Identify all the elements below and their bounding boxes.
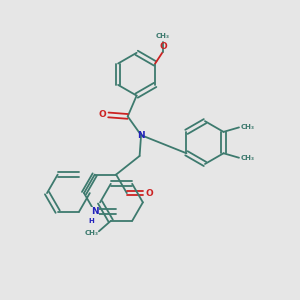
Text: O: O [145,189,153,198]
Text: CH₃: CH₃ [84,230,98,236]
Text: CH₃: CH₃ [240,124,254,130]
Text: N: N [137,130,145,140]
Text: O: O [159,42,167,51]
Text: CH₃: CH₃ [240,155,254,161]
Text: CH₃: CH₃ [156,34,170,40]
Text: H: H [89,218,94,224]
Text: N: N [91,207,98,216]
Text: O: O [99,110,106,119]
